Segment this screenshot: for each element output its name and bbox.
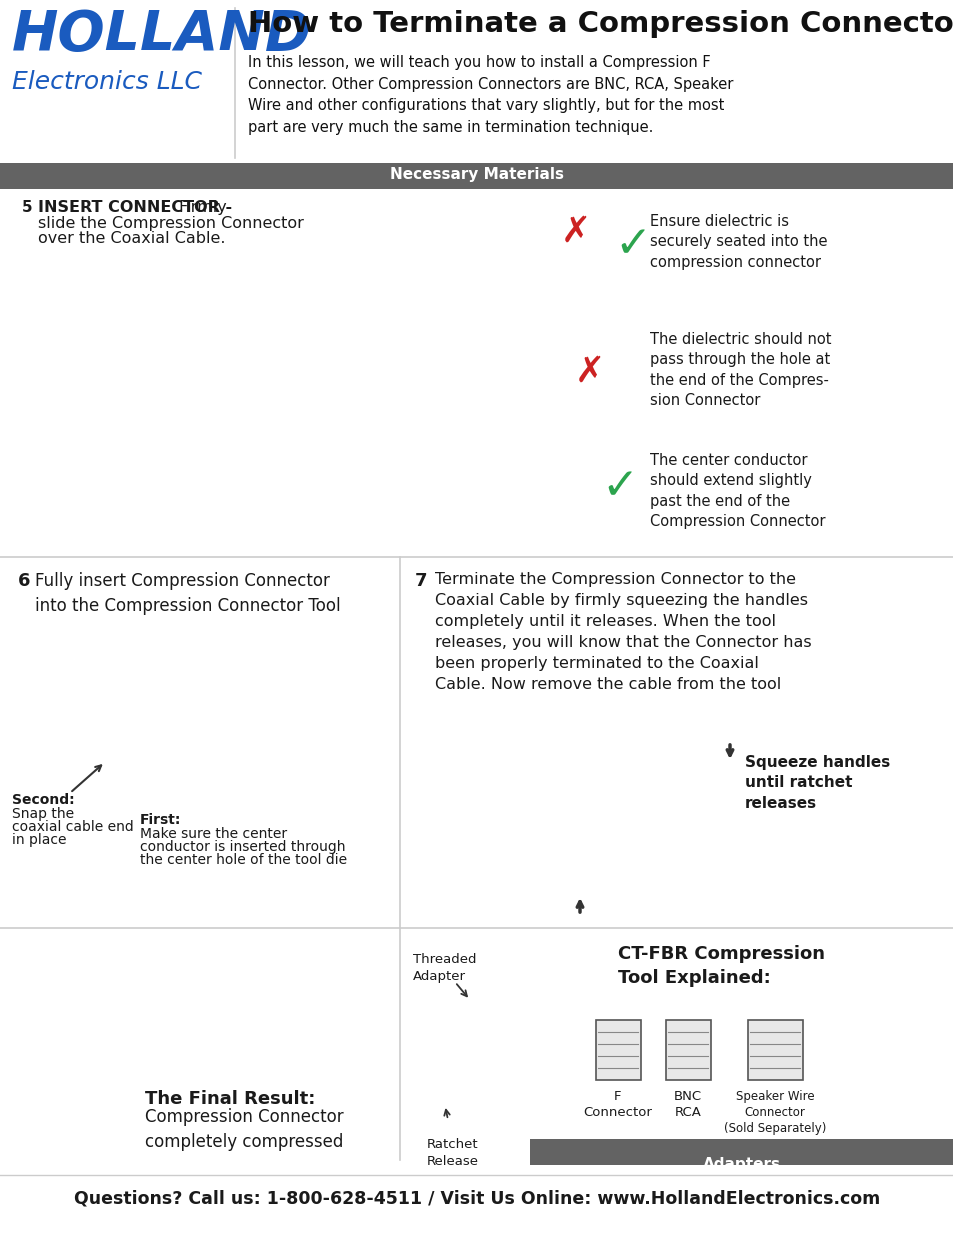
Bar	[0, 163, 953, 189]
Text: INSERT CONNECTOR -: INSERT CONNECTOR -	[38, 200, 232, 215]
Text: ✗: ✗	[560, 215, 591, 249]
Text: The center conductor
should extend slightly
past the end of the
Compression Conn: The center conductor should extend sligh…	[649, 453, 824, 530]
FancyBboxPatch shape	[596, 1020, 640, 1079]
Text: CT-FBR Compression
Tool Explained:: CT-FBR Compression Tool Explained:	[618, 945, 824, 987]
Text: 5: 5	[22, 200, 32, 215]
Text: ✓: ✓	[600, 466, 638, 508]
Text: Compression Connector
completely compressed: Compression Connector completely compres…	[145, 1108, 343, 1151]
Text: Fully insert Compression Connector
into the Compression Connector Tool: Fully insert Compression Connector into …	[35, 572, 340, 615]
Text: coaxial cable end: coaxial cable end	[12, 820, 133, 834]
Text: ✓: ✓	[614, 224, 651, 266]
Text: How to Terminate a Compression Connector: How to Terminate a Compression Connector	[248, 10, 953, 38]
Text: Firmly: Firmly	[178, 200, 227, 215]
Text: The Final Result:: The Final Result:	[145, 1091, 315, 1108]
Text: Necessary Materials: Necessary Materials	[390, 168, 563, 183]
Text: Adapters: Adapters	[702, 1157, 781, 1172]
FancyBboxPatch shape	[747, 1020, 802, 1079]
Text: 6: 6	[18, 572, 30, 590]
Text: Snap the: Snap the	[12, 806, 74, 821]
Text: In this lesson, we will teach you how to install a Compression F
Connector. Othe: In this lesson, we will teach you how to…	[248, 56, 733, 135]
Text: Speaker Wire
Connector
(Sold Separately): Speaker Wire Connector (Sold Separately)	[723, 1091, 825, 1135]
Text: conductor is inserted through: conductor is inserted through	[140, 840, 345, 853]
Text: ✗: ✗	[575, 354, 604, 389]
Text: Squeeze handles
until ratchet
releases: Squeeze handles until ratchet releases	[744, 755, 889, 811]
FancyBboxPatch shape	[665, 1020, 710, 1079]
Text: Ratchet
Release: Ratchet Release	[427, 1137, 478, 1168]
Text: First:: First:	[140, 813, 181, 827]
Text: Electronics LLC: Electronics LLC	[12, 70, 202, 94]
Text: HOLLAND: HOLLAND	[12, 7, 312, 62]
Text: the center hole of the tool die: the center hole of the tool die	[140, 853, 347, 867]
Text: slide the Compression Connector: slide the Compression Connector	[38, 216, 304, 231]
Text: Terminate the Compression Connector to the
Coaxial Cable by firmly squeezing the: Terminate the Compression Connector to t…	[435, 572, 811, 692]
Text: Make sure the center: Make sure the center	[140, 827, 287, 841]
Text: F
Connector: F Connector	[583, 1091, 652, 1119]
Text: Ensure dielectric is
securely seated into the
compression connector: Ensure dielectric is securely seated int…	[649, 214, 826, 269]
Text: Second:: Second:	[12, 793, 74, 806]
Bar	[530, 1139, 953, 1165]
Text: in place: in place	[12, 832, 67, 847]
Text: BNC
RCA: BNC RCA	[673, 1091, 701, 1119]
Text: Threaded
Adapter: Threaded Adapter	[413, 953, 476, 983]
Text: 7: 7	[415, 572, 427, 590]
Text: over the Coaxial Cable.: over the Coaxial Cable.	[38, 231, 225, 246]
Text: The dielectric should not
pass through the hole at
the end of the Compres-
sion : The dielectric should not pass through t…	[649, 332, 831, 409]
Text: Questions? Call us: 1-800-628-4511 / Visit Us Online: www.HollandElectronics.com: Questions? Call us: 1-800-628-4511 / Vis…	[73, 1191, 880, 1208]
